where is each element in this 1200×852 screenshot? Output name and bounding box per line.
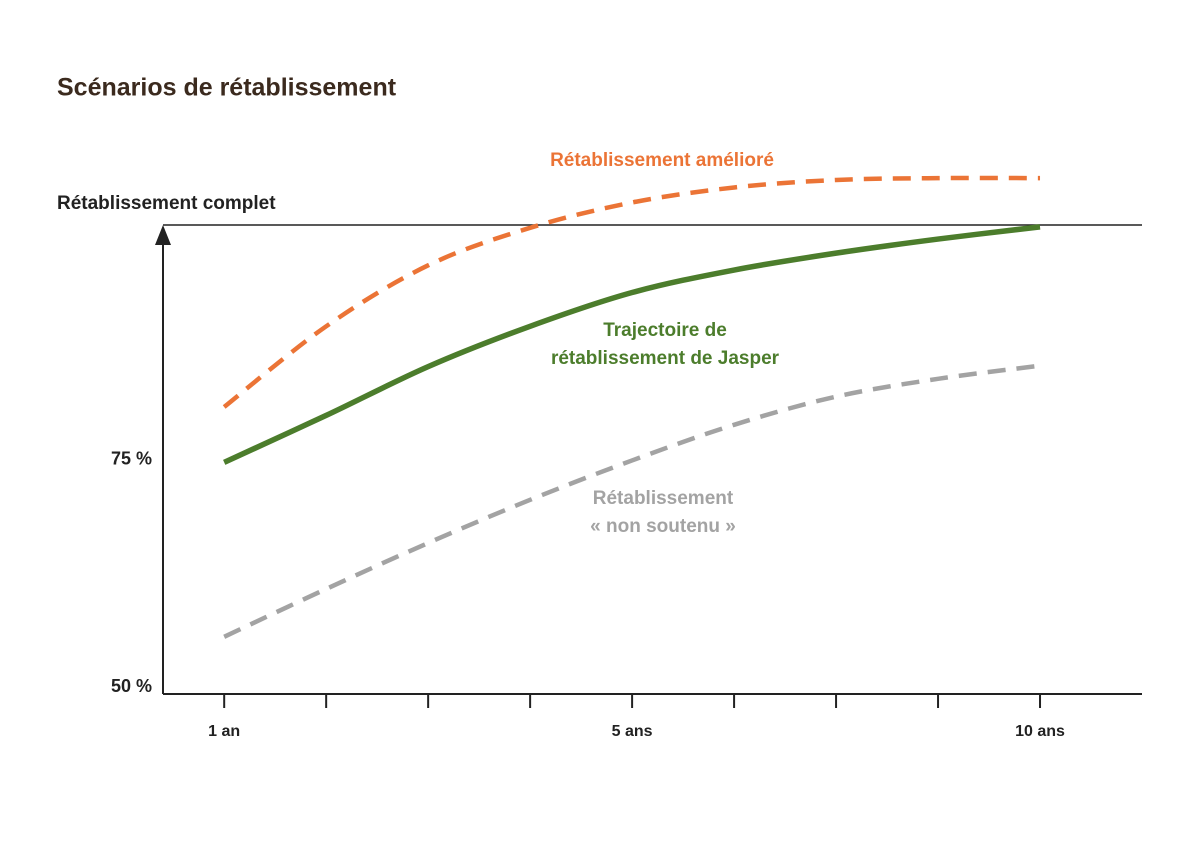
series-label: « non soutenu » [590,516,736,537]
series-line [222,175,1041,409]
series-label: Rétablissement amélioré [550,150,774,171]
series-label: rétablissement de Jasper [551,348,780,369]
y-tick-label: 75 % [111,448,152,468]
x-tick-label: 10 ans [1015,723,1065,740]
series-label: Trajectoire de [603,320,727,341]
y-axis-arrow [155,225,171,245]
x-tick-label: 1 an [208,723,240,740]
y-tick-label: Rétablissement complet [57,193,276,214]
series-line [223,363,1041,639]
series-line [223,224,1041,465]
y-tick-label: 50 % [111,676,152,696]
series-label: Rétablissement [593,488,734,509]
x-tick-label: 5 ans [612,723,653,740]
chart-title: Scénarios de rétablissement [57,74,397,102]
